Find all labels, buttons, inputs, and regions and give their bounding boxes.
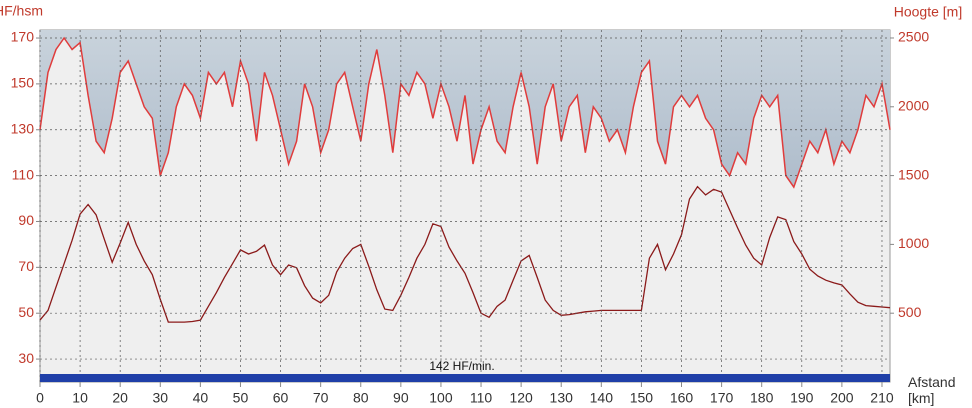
average-label: 142 HF/min. bbox=[429, 359, 494, 373]
x-tick-label: 200 bbox=[830, 390, 854, 406]
x-tick-label: 70 bbox=[313, 390, 329, 406]
y2-tick-label: 2000 bbox=[898, 97, 929, 113]
y2-tick-label: 1500 bbox=[898, 166, 929, 182]
x-tick-label: 150 bbox=[630, 390, 654, 406]
average-bar bbox=[40, 374, 890, 382]
series-line bbox=[39, 185, 891, 323]
x-tick-label: 170 bbox=[710, 390, 734, 406]
x-tick-label: 0 bbox=[36, 390, 44, 406]
y2-axis-label: Hoogte [m] bbox=[894, 4, 962, 20]
y2-tick-label: 500 bbox=[898, 304, 922, 320]
x-axis-label-box: Afstand [km] bbox=[908, 374, 956, 406]
x-tick-label: 160 bbox=[670, 390, 694, 406]
x-axis-label: Afstand [km] bbox=[908, 374, 956, 406]
y-tick-label: 170 bbox=[11, 29, 35, 45]
x-tick-label: 120 bbox=[509, 390, 533, 406]
x-tick-label: 30 bbox=[152, 390, 168, 406]
x-tick-label: 140 bbox=[590, 390, 614, 406]
x-tick-label: 60 bbox=[273, 390, 289, 406]
y-axis-label: HF/hsm bbox=[0, 3, 43, 19]
x-tick-label: 80 bbox=[353, 390, 369, 406]
x-tick-label: 40 bbox=[193, 390, 209, 406]
x-tick-label: 20 bbox=[112, 390, 128, 406]
x-tick-label: 210 bbox=[870, 390, 894, 406]
x-tick-label: 130 bbox=[550, 390, 574, 406]
y-tick-label: 90 bbox=[18, 212, 34, 228]
y-tick-label: 150 bbox=[11, 75, 35, 91]
y-tick-label: 70 bbox=[18, 258, 34, 274]
x-tick-label: 190 bbox=[790, 390, 814, 406]
y2-tick-label: 1000 bbox=[898, 235, 929, 251]
x-tick-label: 100 bbox=[429, 390, 453, 406]
x-tick-label: 180 bbox=[750, 390, 774, 406]
y-tick-label: 30 bbox=[18, 350, 34, 366]
x-tick-label: 90 bbox=[393, 390, 409, 406]
x-tick-label: 110 bbox=[470, 390, 493, 406]
series-line bbox=[39, 36, 891, 189]
y2-tick-label: 2500 bbox=[898, 29, 929, 45]
y-tick-label: 50 bbox=[18, 304, 34, 320]
x-tick-label: 50 bbox=[233, 390, 249, 406]
x-tick-label: 10 bbox=[72, 390, 88, 406]
hf-area bbox=[40, 30, 890, 188]
y-tick-label: 130 bbox=[11, 120, 35, 136]
y-tick-label: 110 bbox=[12, 166, 35, 182]
